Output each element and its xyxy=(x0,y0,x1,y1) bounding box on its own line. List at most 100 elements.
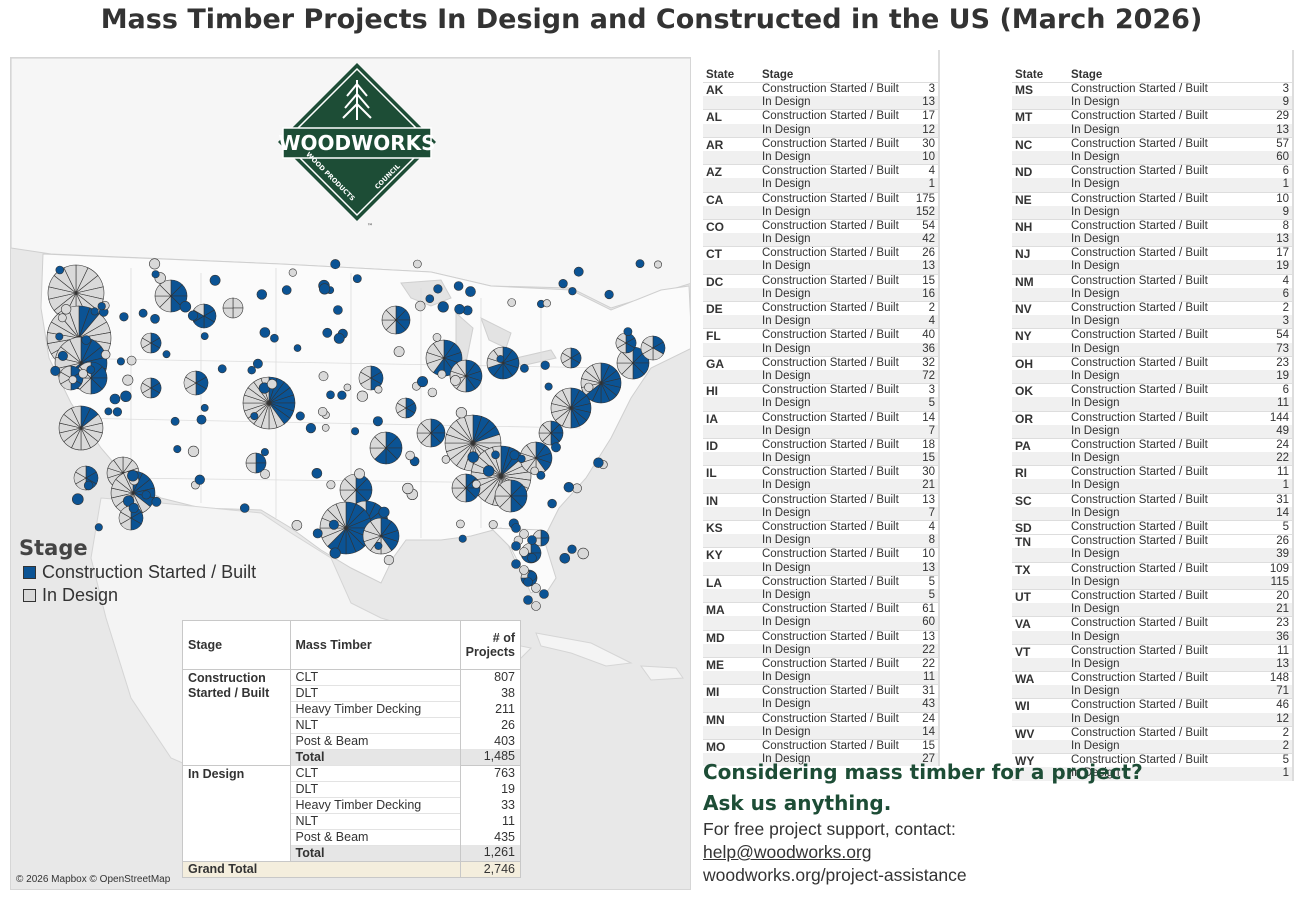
project-dot-marker[interactable] xyxy=(488,520,498,530)
project-dot-marker[interactable] xyxy=(568,287,577,296)
project-pie-marker[interactable] xyxy=(494,479,528,513)
project-dot-marker[interactable] xyxy=(94,523,103,532)
project-dot-marker[interactable] xyxy=(527,535,537,545)
project-dot-marker[interactable] xyxy=(100,349,111,360)
project-dot-marker[interactable] xyxy=(337,390,347,400)
project-dot-marker[interactable] xyxy=(109,393,121,405)
project-dot-marker[interactable] xyxy=(55,332,64,341)
project-pie-marker[interactable] xyxy=(245,452,267,474)
project-dot-marker[interactable] xyxy=(252,358,263,369)
project-pie-marker[interactable] xyxy=(416,418,446,448)
project-dot-marker[interactable] xyxy=(433,284,443,294)
project-dot-marker[interactable] xyxy=(55,265,65,275)
project-pie-marker[interactable] xyxy=(449,359,483,393)
project-dot-marker[interactable] xyxy=(453,281,464,291)
project-dot-marker[interactable] xyxy=(127,470,139,482)
project-dot-marker[interactable] xyxy=(540,360,550,370)
project-dot-marker[interactable] xyxy=(351,427,360,436)
project-dot-marker[interactable] xyxy=(523,595,533,605)
project-dot-marker[interactable] xyxy=(151,496,162,507)
project-dot-marker[interactable] xyxy=(97,302,106,311)
project-dot-marker[interactable] xyxy=(57,313,67,323)
project-dot-marker[interactable] xyxy=(60,304,72,315)
map-attribution[interactable]: © 2026 Mapbox © OpenStreetMap xyxy=(16,874,171,885)
project-dot-marker[interactable] xyxy=(112,407,122,417)
project-pie-marker[interactable] xyxy=(118,505,144,531)
project-dot-marker[interactable] xyxy=(425,294,435,303)
project-dot-marker[interactable] xyxy=(584,382,594,392)
project-dot-marker[interactable] xyxy=(547,498,557,509)
project-dot-marker[interactable] xyxy=(415,300,426,312)
project-dot-marker[interactable] xyxy=(141,490,151,500)
project-dot-marker[interactable] xyxy=(293,344,302,352)
project-dot-marker[interactable] xyxy=(427,387,438,398)
project-dot-marker[interactable] xyxy=(319,283,331,295)
project-dot-marker[interactable] xyxy=(531,583,541,593)
project-dot-marker[interactable] xyxy=(558,279,568,289)
project-dot-marker[interactable] xyxy=(413,259,422,269)
project-dot-marker[interactable] xyxy=(465,286,476,297)
project-dot-marker[interactable] xyxy=(322,327,333,338)
project-dot-marker[interactable] xyxy=(267,379,278,390)
project-dot-marker[interactable] xyxy=(260,469,270,479)
project-dot-marker[interactable] xyxy=(471,479,481,489)
project-dot-marker[interactable] xyxy=(281,285,292,295)
project-pie-marker[interactable] xyxy=(154,279,188,313)
project-dot-marker[interactable] xyxy=(83,480,94,491)
project-dot-marker[interactable] xyxy=(329,547,341,559)
project-dot-marker[interactable] xyxy=(326,390,335,400)
project-dot-marker[interactable] xyxy=(372,416,383,427)
project-dot-marker[interactable] xyxy=(200,403,209,412)
project-dot-marker[interactable] xyxy=(563,482,574,493)
project-dot-marker[interactable] xyxy=(551,442,561,453)
project-dot-marker[interactable] xyxy=(531,601,541,611)
project-pie-marker[interactable] xyxy=(358,365,384,391)
project-dot-marker[interactable] xyxy=(138,308,148,318)
project-dot-marker[interactable] xyxy=(356,390,369,402)
project-dot-marker[interactable] xyxy=(126,355,137,366)
project-dot-marker[interactable] xyxy=(151,270,160,279)
project-dot-marker[interactable] xyxy=(149,258,161,270)
project-dot-marker[interactable] xyxy=(432,333,442,342)
project-map[interactable]: WOODWORKS WOOD PRODUCTS COUNCIL ™ Stage … xyxy=(10,57,691,890)
project-dot-marker[interactable] xyxy=(311,467,323,479)
project-dot-marker[interactable] xyxy=(383,554,395,566)
project-pie-marker[interactable] xyxy=(362,517,400,555)
project-dot-marker[interactable] xyxy=(374,385,383,394)
project-dot-marker[interactable] xyxy=(567,544,577,554)
project-pie-marker[interactable] xyxy=(615,332,637,354)
project-dot-marker[interactable] xyxy=(326,480,336,490)
project-dot-marker[interactable] xyxy=(170,416,180,426)
project-dot-marker[interactable] xyxy=(312,528,323,539)
project-dot-marker[interactable] xyxy=(491,450,500,460)
project-pie-marker[interactable] xyxy=(140,332,162,354)
project-dot-marker[interactable] xyxy=(519,547,529,557)
project-dot-marker[interactable] xyxy=(441,455,451,464)
project-dot-marker[interactable] xyxy=(50,365,61,376)
project-dot-marker[interactable] xyxy=(318,371,329,382)
project-dot-marker[interactable] xyxy=(217,364,227,374)
project-dot-marker[interactable] xyxy=(288,268,297,277)
project-dot-marker[interactable] xyxy=(194,474,205,485)
project-dot-marker[interactable] xyxy=(330,259,341,270)
project-pie-marker[interactable] xyxy=(183,370,209,396)
project-pie-marker[interactable] xyxy=(538,420,564,446)
project-dot-marker[interactable] xyxy=(200,332,209,340)
project-dot-marker[interactable] xyxy=(119,312,129,322)
project-dot-marker[interactable] xyxy=(270,333,279,343)
project-pie-marker[interactable] xyxy=(580,362,622,404)
project-dot-marker[interactable] xyxy=(86,365,95,375)
project-dot-marker[interactable] xyxy=(318,407,328,417)
project-dot-marker[interactable] xyxy=(354,468,365,480)
project-dot-marker[interactable] xyxy=(187,445,200,458)
project-dot-marker[interactable] xyxy=(483,465,495,477)
project-dot-marker[interactable] xyxy=(402,482,414,495)
project-dot-marker[interactable] xyxy=(520,363,529,373)
project-pie-marker[interactable] xyxy=(58,405,104,451)
project-pie-marker[interactable] xyxy=(319,501,373,555)
project-dot-marker[interactable] xyxy=(527,553,537,563)
project-dot-marker[interactable] xyxy=(635,259,645,268)
project-dot-marker[interactable] xyxy=(653,260,662,269)
project-dot-marker[interactable] xyxy=(260,448,269,457)
project-dot-marker[interactable] xyxy=(454,304,465,315)
